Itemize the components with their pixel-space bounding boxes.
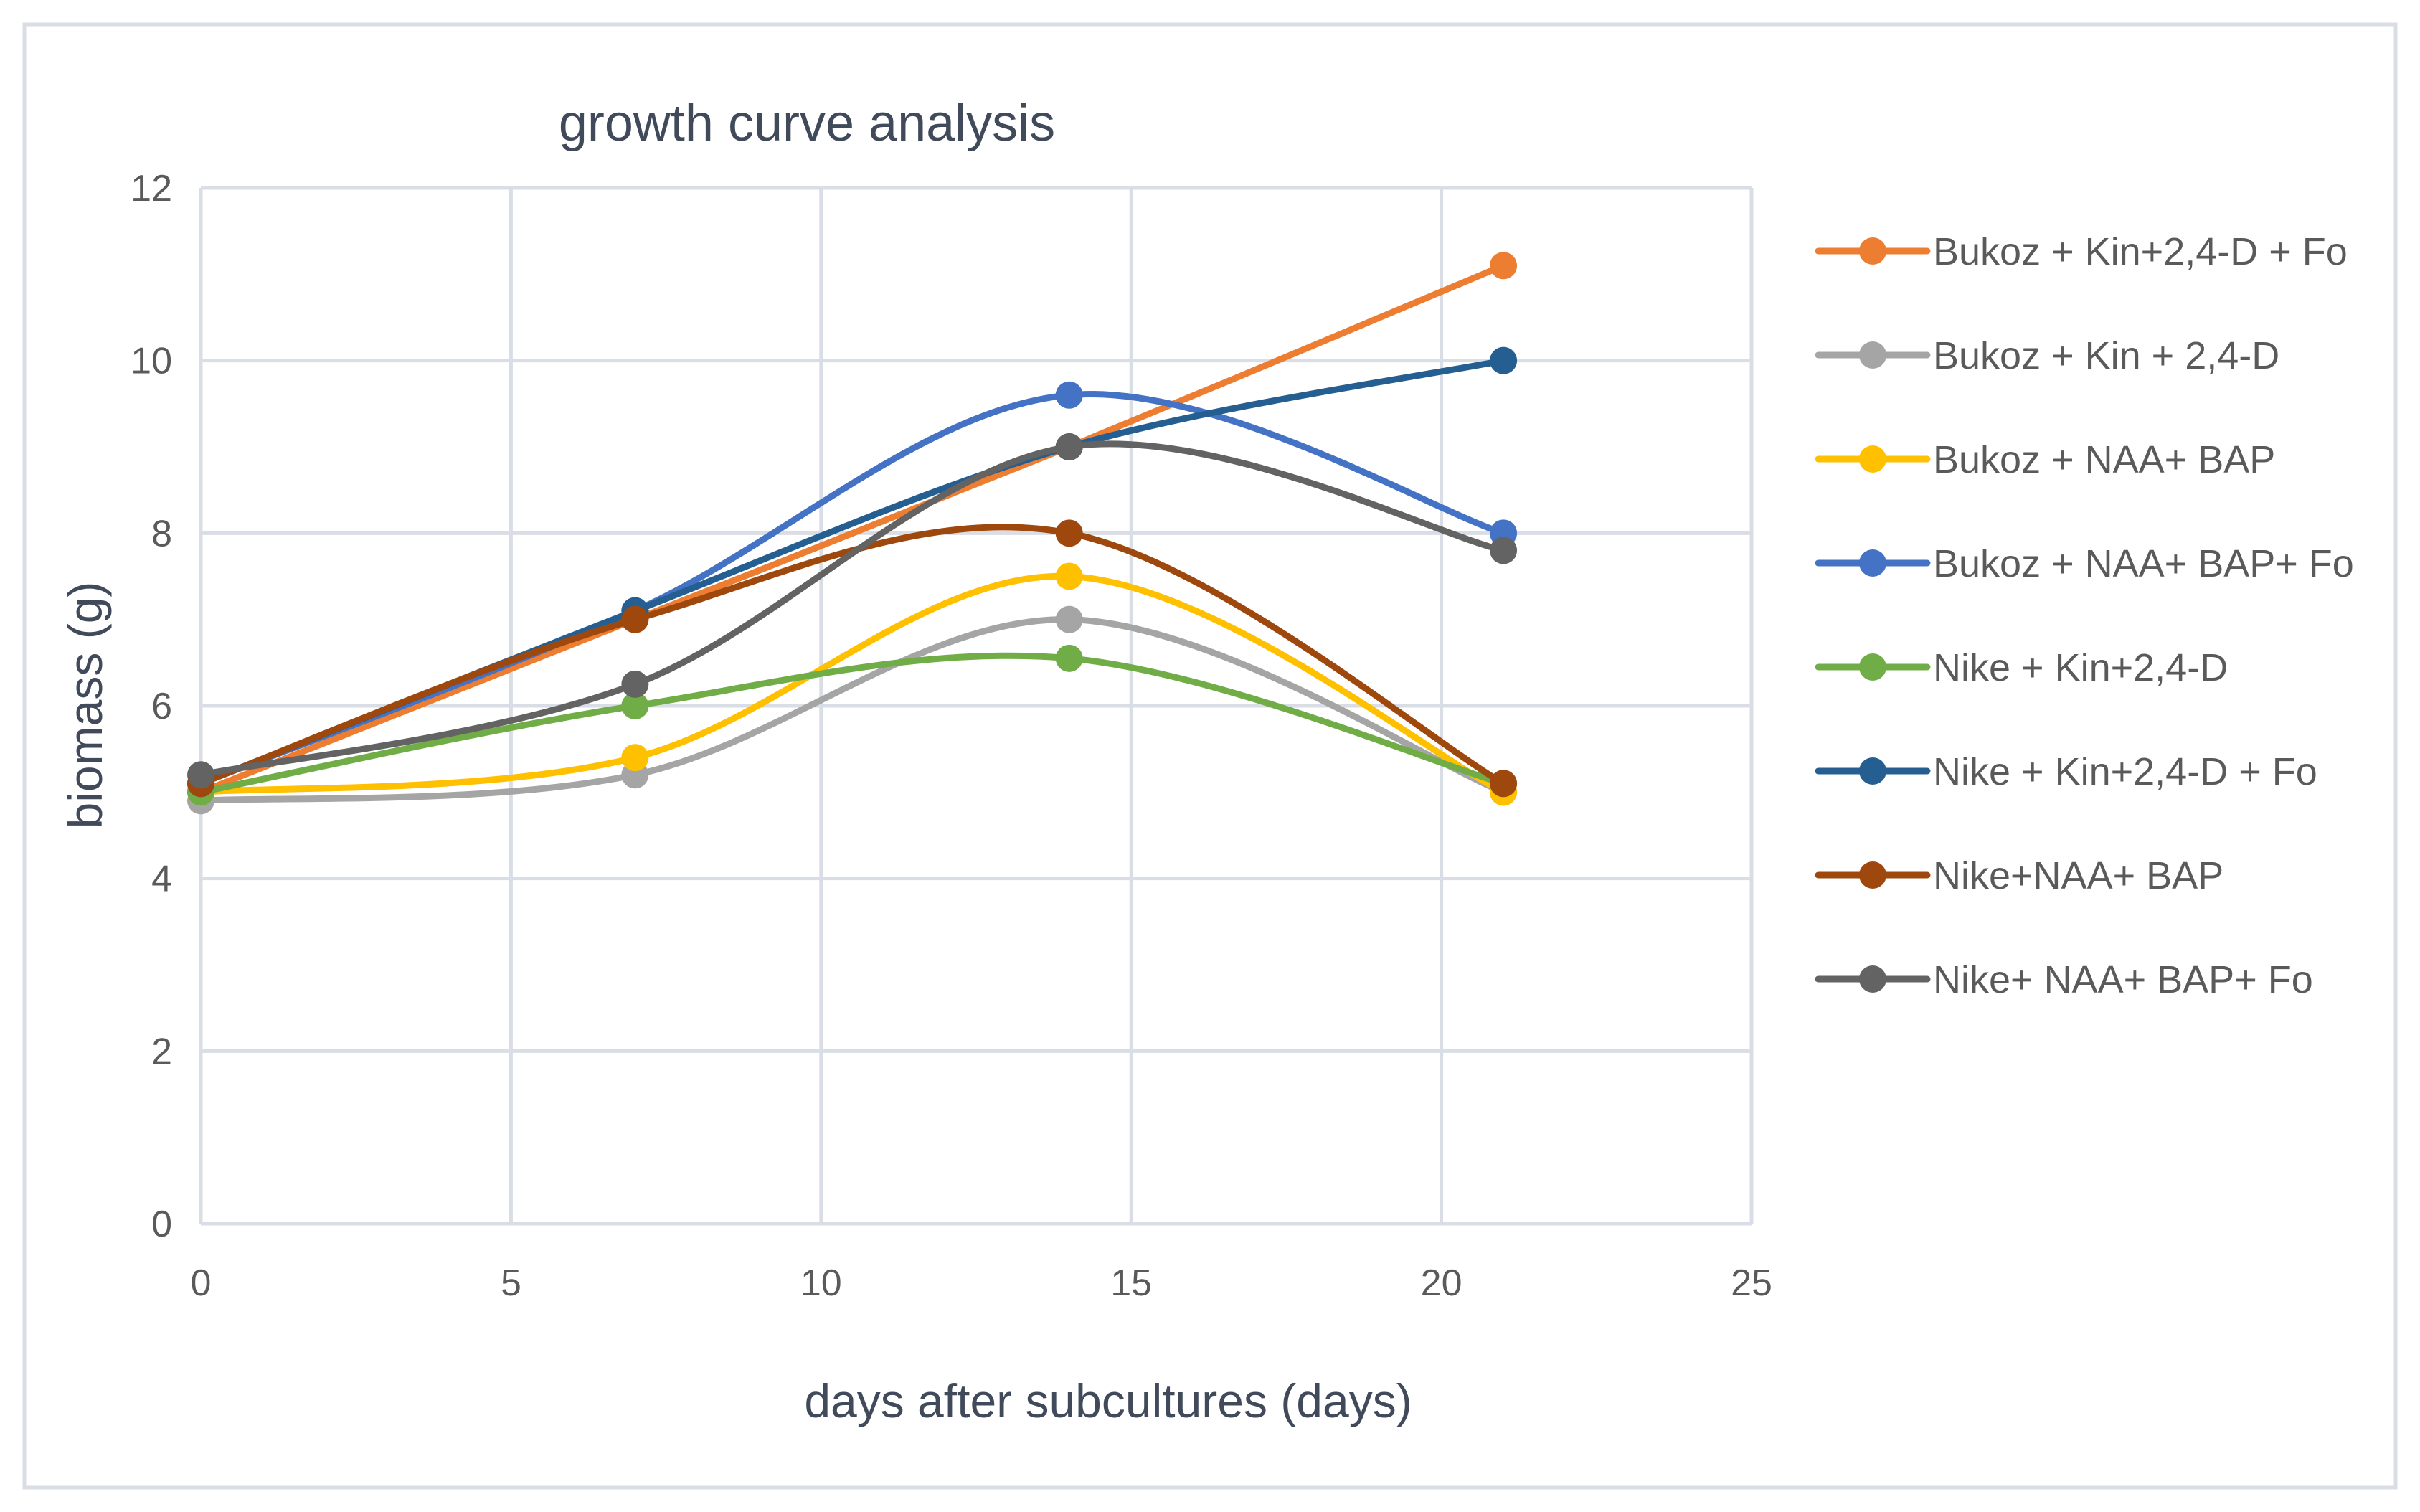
legend-item: Bukoz + Kin + 2,4-D xyxy=(1815,334,2279,377)
legend-label: Bukoz + NAA+ BAP xyxy=(1933,438,2275,481)
data-point xyxy=(1490,770,1518,798)
data-point xyxy=(1055,433,1083,460)
legend-label: Nike + Kin+2,4-D + Fo xyxy=(1933,750,2317,793)
legend-item: Nike + Kin+2,4-D xyxy=(1815,646,2228,689)
legend-item: Bukoz + NAA+ BAP+ Fo xyxy=(1815,542,2354,585)
legend-marker xyxy=(1859,757,1886,785)
x-tick-label: 10 xyxy=(800,1262,842,1304)
y-tick-label: 12 xyxy=(131,168,172,209)
y-axis-title: biomass (g) xyxy=(59,582,112,829)
legend-item: Nike+NAA+ BAP xyxy=(1815,854,2223,897)
y-tick-label: 10 xyxy=(131,341,172,382)
series-line xyxy=(197,440,1507,778)
x-axis-title: days after subcultures (days) xyxy=(804,1374,1412,1427)
chart-border xyxy=(22,22,2398,1490)
x-tick-label: 5 xyxy=(501,1262,521,1304)
data-point xyxy=(1055,381,1083,409)
x-tick-label: 20 xyxy=(1421,1262,1462,1304)
series-line xyxy=(197,572,1507,795)
x-tick-label: 0 xyxy=(191,1262,212,1304)
data-point xyxy=(187,761,214,789)
legend-marker xyxy=(1859,549,1886,577)
data-point xyxy=(1055,519,1083,547)
y-tick-label: 0 xyxy=(151,1204,172,1245)
chart-title: growth curve analysis xyxy=(559,95,1055,152)
series-line xyxy=(197,652,1507,795)
legend-item: Bukoz + Kin+2,4-D + Fo xyxy=(1815,230,2348,273)
legend-label: Bukoz + Kin+2,4-D + Fo xyxy=(1933,230,2348,273)
data-point xyxy=(1055,644,1083,672)
x-tick-label: 25 xyxy=(1731,1262,1772,1304)
series-8 xyxy=(187,433,1518,789)
data-point xyxy=(621,744,649,772)
series-group xyxy=(187,252,1518,815)
legend-item: Nike+ NAA+ BAP+ Fo xyxy=(1815,958,2313,1001)
axes: 0 2 4 6 8 10 12 0 5 10 15 20 25 xyxy=(131,168,1772,1304)
legend-label: Nike+NAA+ BAP xyxy=(1933,854,2223,897)
data-point xyxy=(1490,252,1518,280)
data-point xyxy=(1490,537,1518,564)
legend: Bukoz + Kin+2,4-D + Fo Bukoz + Kin + 2,4-… xyxy=(1815,230,2354,1001)
data-point xyxy=(621,670,649,698)
series-line xyxy=(197,262,1507,795)
data-point xyxy=(621,692,649,719)
legend-label: Nike + Kin+2,4-D xyxy=(1933,646,2228,689)
data-point xyxy=(621,605,649,633)
legend-item: Bukoz + NAA+ BAP xyxy=(1815,438,2275,481)
legend-marker xyxy=(1859,237,1886,265)
legend-marker xyxy=(1859,445,1886,473)
legend-marker xyxy=(1859,965,1886,993)
x-tick-label: 15 xyxy=(1110,1262,1152,1304)
y-tick-label: 6 xyxy=(151,686,172,727)
legend-marker xyxy=(1859,861,1886,889)
legend-item: Nike + Kin+2,4-D + Fo xyxy=(1815,750,2317,793)
y-tick-label: 4 xyxy=(151,859,172,900)
legend-marker xyxy=(1859,341,1886,369)
y-tick-label: 2 xyxy=(151,1031,172,1072)
legend-label: Nike+ NAA+ BAP+ Fo xyxy=(1933,958,2313,1001)
y-tick-label: 8 xyxy=(151,513,172,554)
legend-marker xyxy=(1859,653,1886,681)
data-point xyxy=(1055,562,1083,590)
legend-label: Bukoz + Kin + 2,4-D xyxy=(1933,334,2279,377)
legend-label: Bukoz + NAA+ BAP+ Fo xyxy=(1933,542,2354,585)
data-point xyxy=(1490,346,1518,374)
data-point xyxy=(1055,605,1083,633)
series-line xyxy=(197,616,1507,804)
